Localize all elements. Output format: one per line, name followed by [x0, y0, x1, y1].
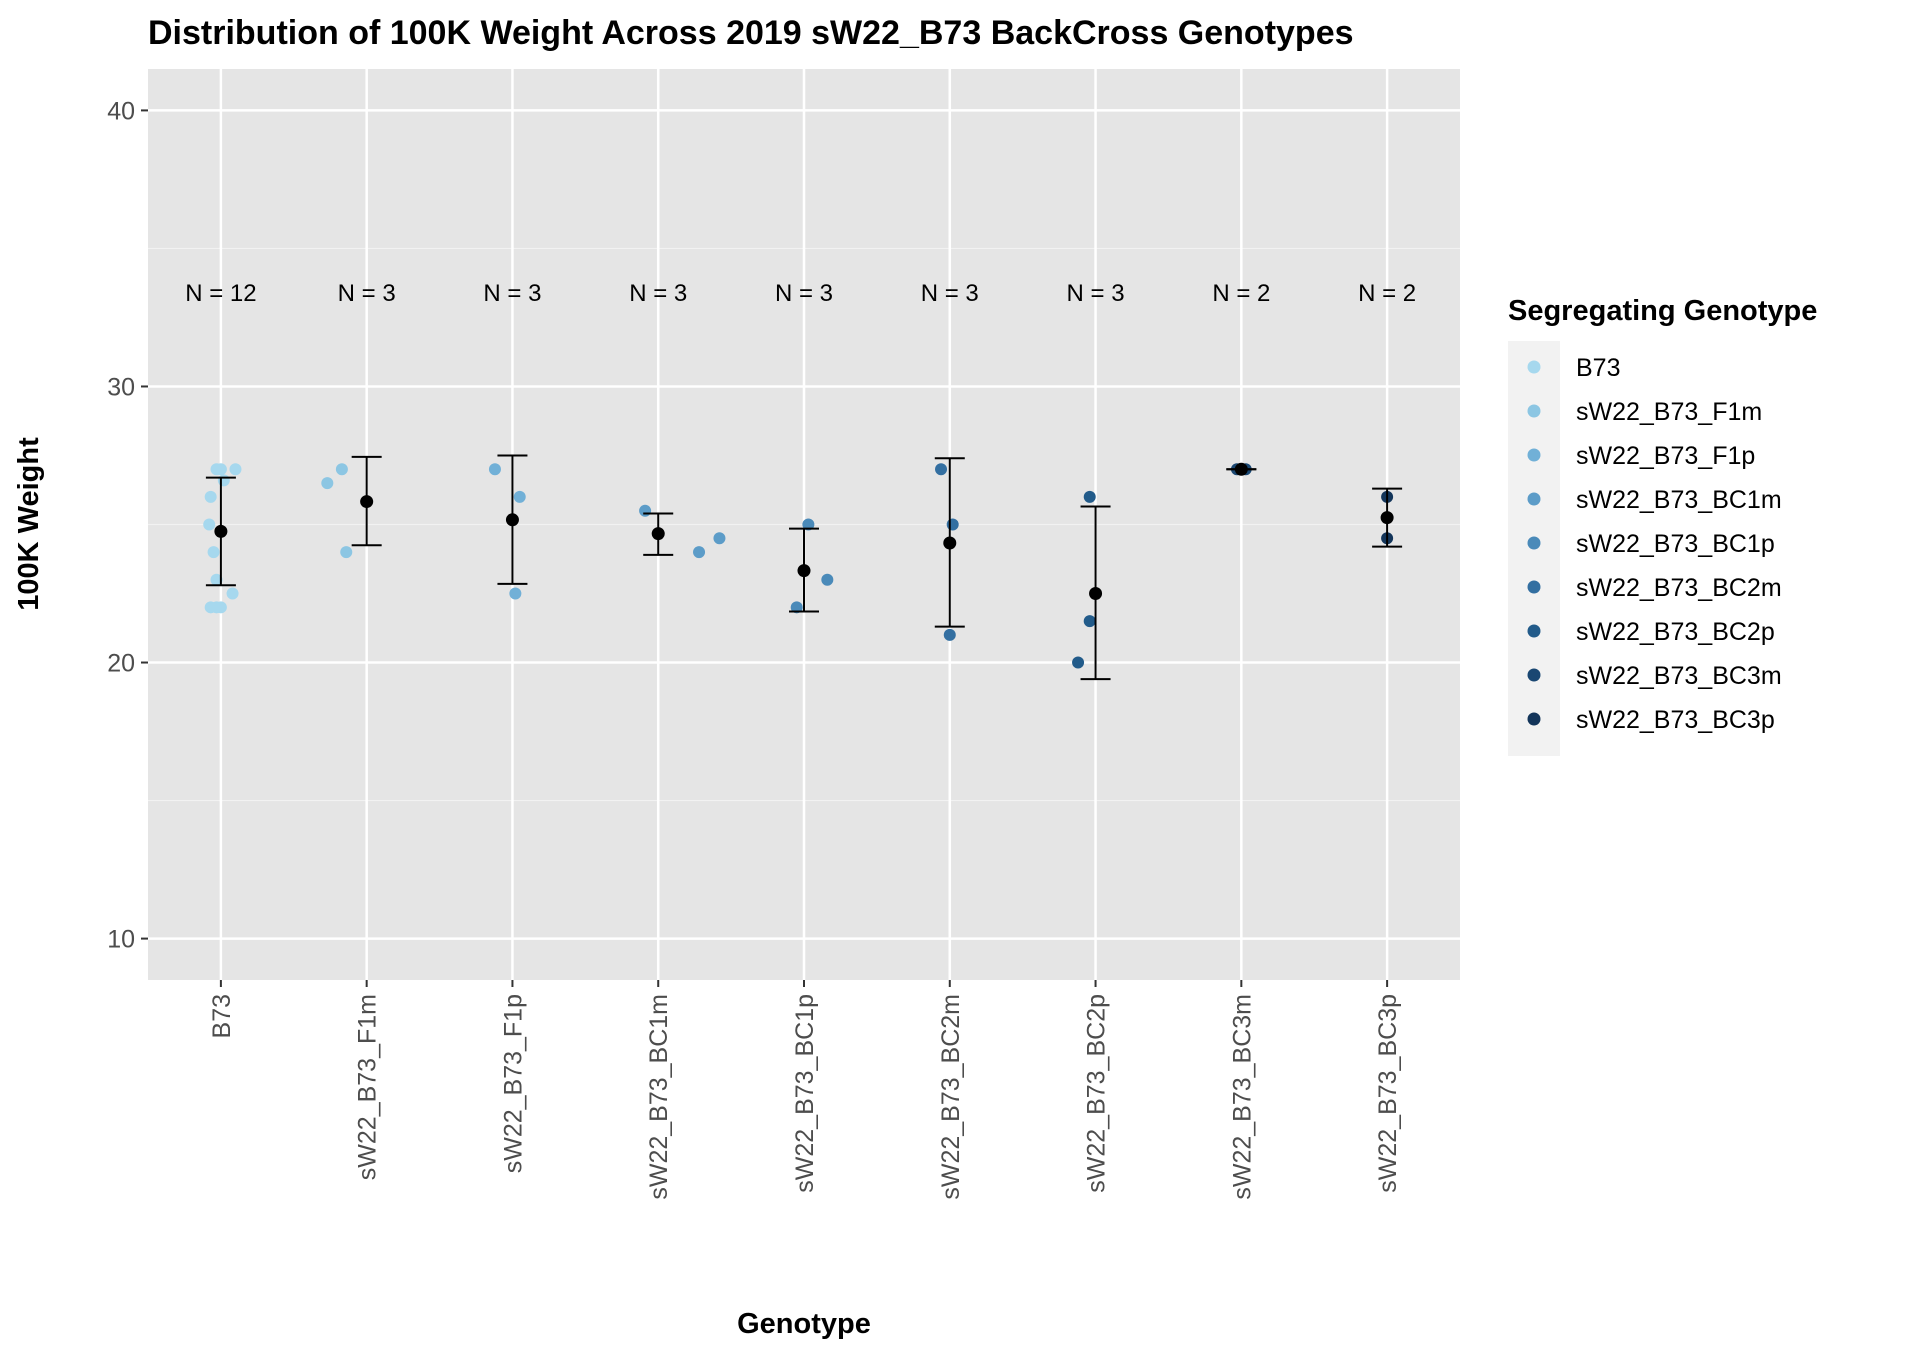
- data-point: [217, 474, 230, 487]
- legend-label: sW22_B73_BC3p: [1576, 706, 1775, 734]
- legend-key: [1527, 492, 1541, 506]
- mean-point: [360, 495, 374, 509]
- count-label: N = 3: [1067, 280, 1125, 307]
- data-point: [821, 573, 834, 586]
- data-point: [639, 504, 652, 517]
- x-axis-title: Genotype: [737, 1308, 871, 1340]
- legend-key: [1527, 448, 1541, 462]
- data-point: [802, 518, 815, 531]
- data-point: [203, 518, 216, 531]
- data-point: [1083, 615, 1096, 628]
- mean-point: [797, 564, 811, 578]
- data-point: [321, 477, 334, 490]
- count-labels: N = 12 N = 3 N = 3 N = 3 N = 3 N = 3 N = 3 N = …: [185, 280, 1416, 307]
- legend-key: [1527, 668, 1541, 682]
- mean-error-bars: [205, 454, 1403, 681]
- chart-title: Distribution of 100K Weight Across 2019 …: [148, 14, 1354, 52]
- data-point: [513, 490, 526, 503]
- data-point: [713, 532, 726, 545]
- y-tick-label: 30: [107, 373, 135, 401]
- count-label: N = 2: [1212, 280, 1270, 307]
- data-point: [214, 463, 227, 476]
- mean-point: [214, 524, 228, 538]
- legend-label: sW22_B73_F1p: [1576, 442, 1755, 470]
- mean-point: [943, 536, 957, 550]
- count-label: N = 3: [921, 280, 979, 307]
- data-point: [207, 546, 220, 559]
- data-point: [214, 601, 227, 614]
- x-tick-label: sW22_B73_BC1p: [791, 994, 819, 1193]
- data-point: [335, 463, 348, 476]
- data-point: [226, 587, 239, 600]
- count-label: N = 12: [185, 280, 256, 307]
- legend-label: B73: [1576, 354, 1620, 382]
- data-point: [946, 518, 959, 531]
- y-tick-label: 40: [107, 97, 135, 125]
- mean-point: [651, 527, 665, 541]
- mean-point: [1234, 462, 1248, 476]
- data-point: [229, 463, 242, 476]
- legend-key: [1527, 360, 1541, 374]
- data-point: [488, 463, 501, 476]
- count-label: N = 3: [338, 280, 396, 307]
- mean-point: [505, 513, 519, 527]
- x-tick-label: sW22_B73_BC2m: [937, 994, 965, 1200]
- data-point: [210, 573, 223, 586]
- data-point: [340, 546, 353, 559]
- data-point: [1072, 656, 1085, 669]
- x-tick-label: sW22_B73_F1m: [354, 994, 382, 1180]
- legend-label: sW22_B73_BC2m: [1576, 574, 1782, 602]
- x-axis: B73 sW22_B73_F1m sW22_B73_F1p sW22_B73_BC1m…: [208, 980, 1402, 1200]
- legend-key: [1527, 712, 1541, 726]
- legend-label: sW22_B73_BC1m: [1576, 486, 1782, 514]
- x-tick-label: sW22_B73_BC3p: [1374, 994, 1402, 1193]
- legend-title: Segregating Genotype: [1508, 295, 1817, 327]
- y-axis: 10 20 30 40: [107, 97, 148, 954]
- y-tick-label: 10: [107, 926, 135, 954]
- data-point: [1083, 490, 1096, 503]
- mean-point: [1089, 587, 1103, 601]
- legend-key: [1527, 536, 1541, 550]
- x-tick-label: sW22_B73_F1p: [499, 994, 527, 1173]
- legend: B73 sW22_B73_F1m sW22_B73_F1p sW22_B73_BC1m…: [1527, 354, 1782, 734]
- mean-point: [1380, 511, 1394, 525]
- legend-key: [1527, 624, 1541, 638]
- x-tick-label: sW22_B73_BC3m: [1228, 994, 1256, 1200]
- data-point: [204, 490, 217, 503]
- x-tick-label: B73: [208, 994, 236, 1038]
- data-point: [943, 628, 956, 641]
- legend-label: sW22_B73_BC3m: [1576, 662, 1782, 690]
- count-label: N = 3: [775, 280, 833, 307]
- x-tick-label: sW22_B73_BC2p: [1083, 994, 1111, 1193]
- data-point: [509, 587, 522, 600]
- y-axis-title: 100K Weight: [13, 437, 45, 611]
- count-label: N = 3: [483, 280, 541, 307]
- legend-label: sW22_B73_BC1p: [1576, 530, 1775, 558]
- count-label: N = 3: [629, 280, 687, 307]
- x-tick-label: sW22_B73_BC1m: [645, 994, 673, 1200]
- legend-key: [1527, 404, 1541, 418]
- legend-label: sW22_B73_BC2p: [1576, 618, 1775, 646]
- y-tick-label: 20: [107, 650, 135, 678]
- data-point: [935, 463, 948, 476]
- data-point: [693, 546, 706, 559]
- data-point: [790, 601, 803, 614]
- count-label: N = 2: [1358, 280, 1416, 307]
- legend-key: [1527, 580, 1541, 594]
- legend-label: sW22_B73_F1m: [1576, 398, 1762, 426]
